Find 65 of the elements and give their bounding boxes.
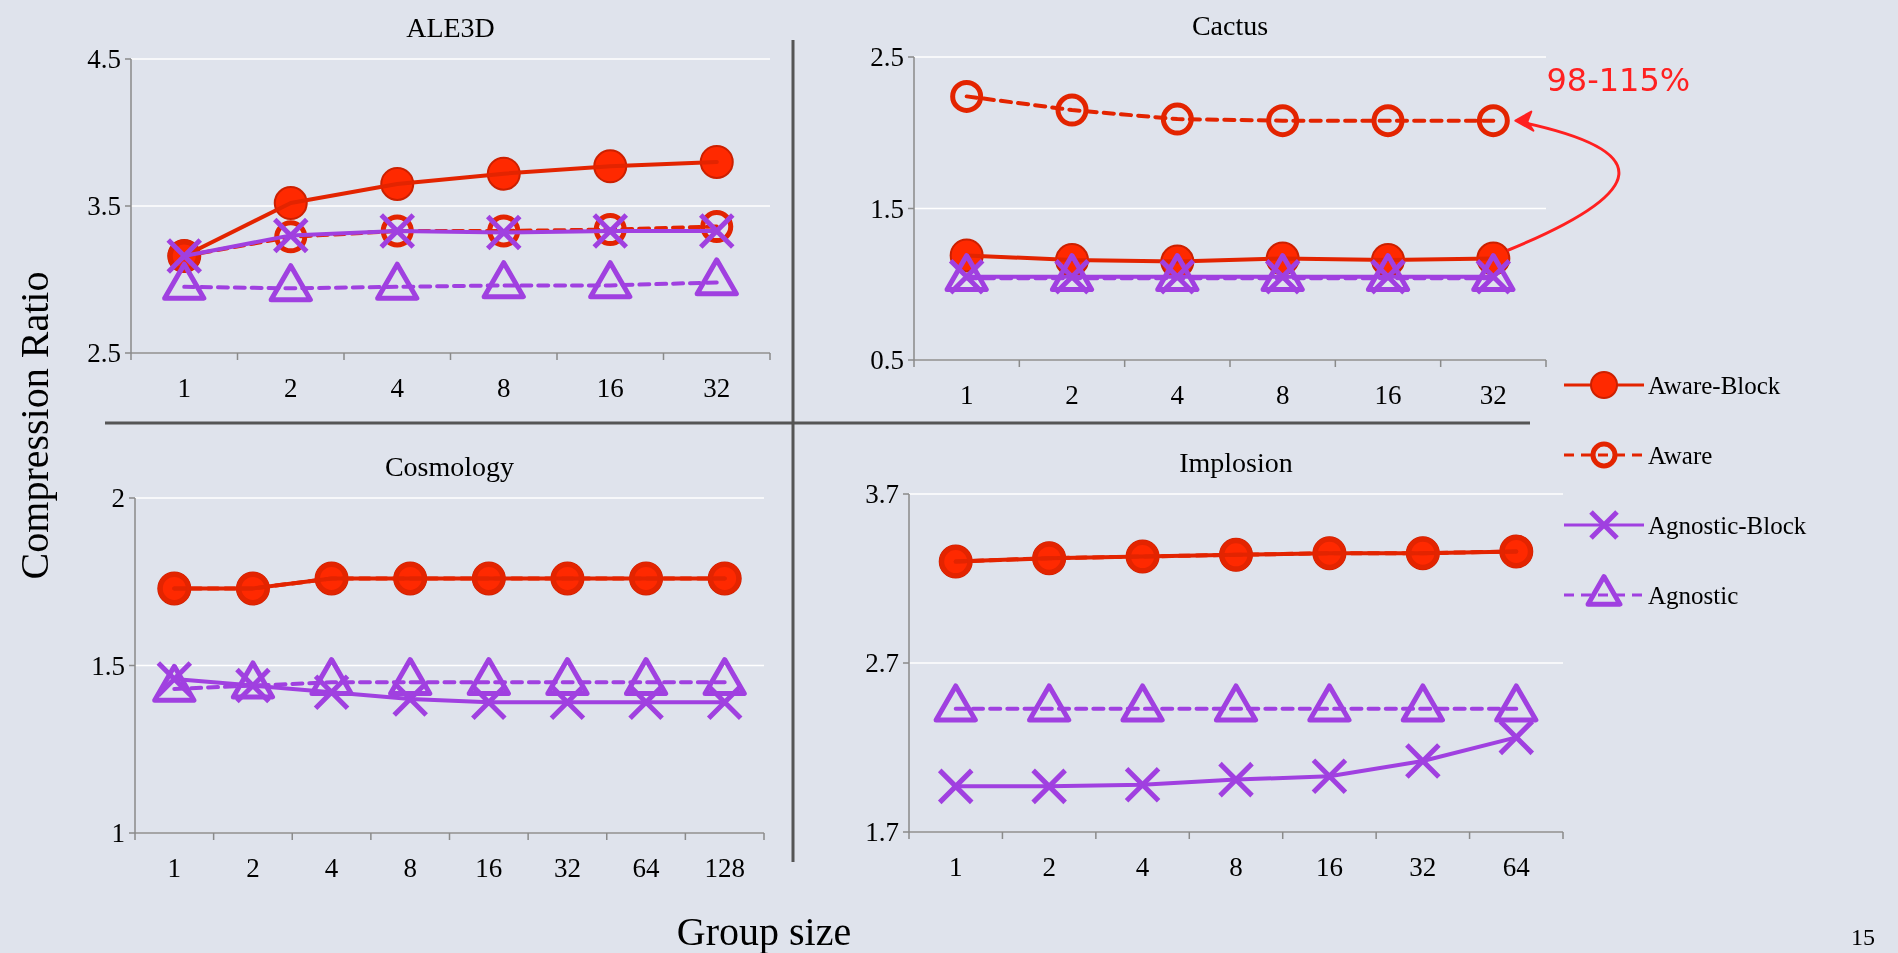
point: [1476, 104, 1510, 138]
point: [627, 683, 665, 721]
legend-label: Agnostic-Block: [1648, 511, 1807, 539]
x-tick-label: 1: [177, 373, 191, 403]
y-tick-label: 4.5: [87, 44, 121, 75]
point: [937, 767, 975, 805]
legend-label: Agnostic: [1648, 581, 1739, 609]
x-tick-label: 32: [1479, 380, 1507, 410]
annotation: 98-115%: [1546, 60, 1691, 99]
x-tick-label: 8: [1275, 380, 1290, 410]
y-tick-label: 2.5: [870, 42, 904, 73]
legend-label: Aware: [1648, 441, 1713, 469]
y-tick-label: 1.5: [870, 193, 904, 224]
chart-title: ALE3D: [406, 12, 495, 43]
y-tick-label: 3.7: [865, 479, 899, 510]
point: [1310, 757, 1348, 795]
y-tick-label: 1: [111, 818, 125, 849]
y-tick-label: 3.5: [87, 191, 121, 222]
y-tick-label: 1.7: [865, 817, 899, 848]
y-tick-label: 1.5: [91, 650, 125, 681]
point: [1217, 761, 1255, 799]
x-tick-label: 16: [1374, 380, 1402, 410]
y-tick-label: 2.5: [87, 338, 121, 369]
x-tick-label: 4: [1135, 852, 1150, 882]
x-tick-label: 1: [167, 853, 182, 883]
x-tick-label: 32: [1409, 852, 1437, 882]
point: [1124, 766, 1162, 804]
chart-title: Cosmology: [384, 451, 515, 482]
x-tick-label: 128: [704, 853, 745, 883]
x-tick-label: 4: [1170, 380, 1185, 410]
x-tick-label: 16: [596, 373, 624, 403]
x-tick-label: 1: [948, 852, 963, 882]
text: 15: [1851, 924, 1875, 950]
x-tick-label: 2: [1042, 852, 1056, 882]
chart-title: Cactus: [1191, 10, 1269, 41]
x-tick-label: 1: [959, 380, 974, 410]
x-tick-label: 16: [475, 853, 503, 883]
x-tick-label: 8: [1229, 852, 1243, 882]
x-tick-label: 32: [703, 373, 731, 403]
x-tick-label: 32: [553, 853, 581, 883]
y-tick-label: 0.5: [870, 345, 904, 376]
point: [950, 79, 984, 113]
point: [470, 683, 508, 721]
y-tick-label: 2.7: [865, 648, 899, 679]
x-tick-label: 8: [403, 853, 417, 883]
x-tick-label: 2: [284, 373, 298, 403]
point: [1030, 767, 1068, 805]
x-tick-label: 8: [497, 373, 511, 403]
point: [1371, 104, 1405, 138]
x-tick-label: 4: [390, 373, 405, 403]
x-tick-label: 2: [1065, 380, 1079, 410]
x-tick-label: 64: [1502, 852, 1531, 882]
x-tick-label: 16: [1315, 852, 1343, 882]
legend-label: Aware-Block: [1648, 371, 1781, 399]
point: [1404, 742, 1442, 780]
point: [1160, 102, 1194, 136]
x-axis-title: Group size: [676, 909, 852, 953]
y-axis-title: Compression Ratio: [12, 271, 57, 580]
x-tick-label: 2: [246, 853, 260, 883]
x-tick-label: 4: [324, 853, 339, 883]
point: [1055, 93, 1089, 127]
point: [1266, 104, 1300, 138]
y-tick-label: 2: [111, 483, 125, 514]
chart-title: Implosion: [1179, 447, 1293, 478]
x-tick-label: 64: [632, 853, 661, 883]
